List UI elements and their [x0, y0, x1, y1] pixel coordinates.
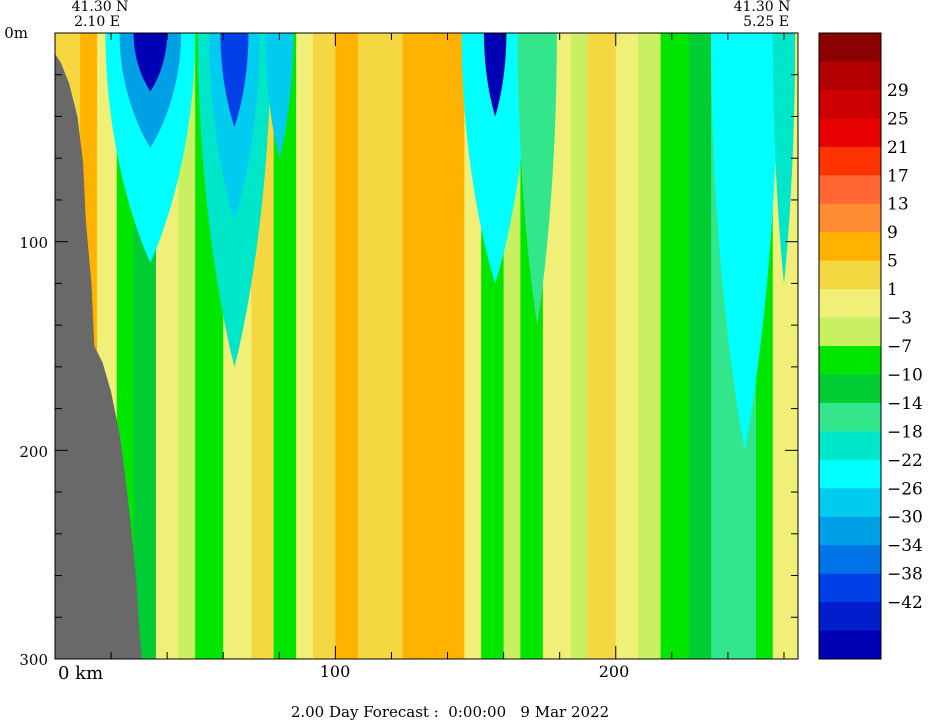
colorbar-swatch-4 [819, 146, 881, 176]
colorbar-swatch-14 [819, 431, 881, 461]
colorbar [819, 33, 881, 660]
cold-core-11 [772, 33, 796, 284]
colorbar-label: −38 [887, 565, 923, 585]
cold-core-7 [461, 33, 529, 284]
colorbar-label: −3 [887, 309, 912, 329]
plot-field [55, 33, 798, 659]
corner-right-lat: 41.30 N [734, 0, 791, 15]
y-tick-label-300: 300 [19, 651, 48, 669]
colorbar-swatch-1 [819, 61, 881, 91]
colorbar-swatch-2 [819, 89, 881, 119]
field-column-15 [402, 33, 465, 659]
x-tick-label-100: 100 [320, 662, 351, 681]
colorbar-label: 9 [887, 223, 898, 243]
colorbar-swatch-16 [819, 488, 881, 518]
colorbar-frame [818, 32, 882, 660]
colorbar-swatch-7 [819, 232, 881, 262]
colorbar-swatch-5 [819, 175, 881, 205]
y-tick-label-0: 0m [4, 24, 28, 42]
cold-core-8 [483, 33, 507, 117]
colorbar-swatch-13 [819, 402, 881, 432]
colorbar-swatch-0 [819, 33, 881, 62]
colorbar-label: −14 [887, 394, 923, 414]
colorbar-label: 17 [887, 166, 909, 186]
colorbar-label: 13 [887, 195, 909, 215]
field-column-10 [273, 33, 297, 659]
colorbar-label: −26 [887, 479, 923, 499]
field-column-23 [615, 33, 639, 659]
x-tick-label-0: 0 km [58, 663, 103, 684]
colorbar-label: 29 [887, 81, 909, 101]
colorbar-swatch-18 [819, 545, 881, 575]
seabed-land [55, 53, 142, 659]
field-column-6 [178, 33, 196, 659]
colorbar-label: −18 [887, 422, 923, 442]
colorbar-label: −34 [887, 536, 923, 556]
forecast-caption: 2.00 Day Forecast : 0:00:00 9 Mar 2022 [291, 703, 609, 721]
field-column-12 [312, 33, 336, 659]
y-tick-label-200: 200 [19, 443, 48, 461]
plot-frame [54, 32, 799, 660]
field-column-24 [638, 33, 662, 659]
corner-left-lon: 2.10 E [74, 14, 120, 30]
cold-core-6 [265, 33, 294, 159]
colorbar-swatch-8 [819, 260, 881, 290]
axis-ticks [54, 32, 798, 660]
colorbar-swatch-19 [819, 573, 881, 603]
field-column-25 [660, 33, 690, 659]
colorbar-label: 21 [887, 138, 909, 158]
field-column-11 [296, 33, 314, 659]
colorbar-swatch-21 [819, 630, 881, 660]
colorbar-label: −30 [887, 508, 923, 528]
field-column-21 [570, 33, 589, 659]
colorbar-swatch-15 [819, 459, 881, 489]
colorbar-swatch-10 [819, 317, 881, 347]
field-column-14 [357, 33, 404, 659]
colorbar-label: 25 [887, 109, 909, 129]
cold-core-10 [711, 33, 779, 451]
colorbar-swatch-6 [819, 203, 881, 233]
x-tick-label-200: 200 [599, 662, 630, 681]
corner-right-lon: 5.25 E [743, 14, 789, 30]
colorbar-swatch-20 [819, 602, 881, 632]
colorbar-label: −22 [887, 451, 923, 471]
cold-core-5 [220, 33, 249, 127]
y-tick-label-100: 100 [19, 234, 48, 252]
cold-core-2 [133, 33, 168, 92]
corner-left-lat: 41.30 N [72, 0, 129, 15]
field-column-13 [335, 33, 359, 659]
colorbar-label: −10 [887, 365, 923, 385]
cold-core-9 [517, 33, 557, 326]
colorbar-label: −7 [887, 337, 912, 357]
colorbar-label: −42 [887, 593, 923, 613]
colorbar-label: 1 [887, 280, 898, 300]
colorbar-swatch-12 [819, 374, 881, 404]
field-column-22 [587, 33, 617, 659]
colorbar-swatch-9 [819, 289, 881, 319]
colorbar-swatch-17 [819, 516, 881, 546]
colorbar-labels: 29 25 21 17 13 9 5 1 −3 −7 −10 −14 −18 −22 −26 −30 −34 −3… [887, 81, 923, 613]
field-column-26 [688, 33, 712, 659]
colorbar-label: 5 [887, 252, 898, 272]
colorbar-swatch-11 [819, 346, 881, 375]
colorbar-swatch-3 [819, 118, 881, 148]
